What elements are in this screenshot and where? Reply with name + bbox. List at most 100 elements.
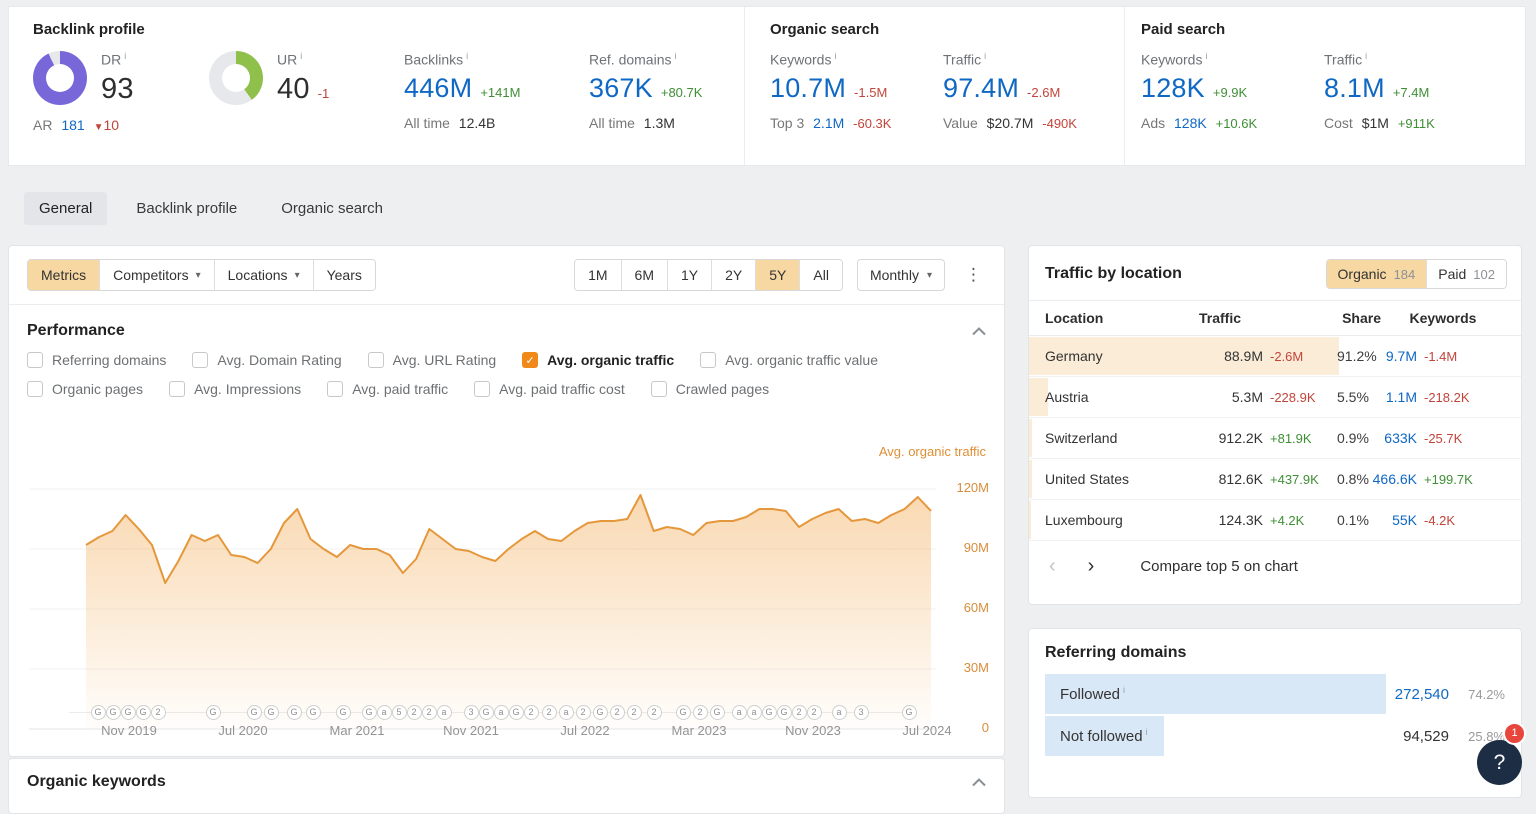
google-update-marker[interactable]: 2 xyxy=(647,705,662,720)
google-update-marker[interactable]: G xyxy=(762,705,777,720)
google-update-marker[interactable]: 2 xyxy=(407,705,422,720)
google-update-marker[interactable]: G xyxy=(479,705,494,720)
google-update-marker[interactable]: G xyxy=(362,705,377,720)
info-icon[interactable]: i xyxy=(300,51,302,61)
google-update-marker[interactable]: G xyxy=(106,705,121,720)
collapse-chevron-icon[interactable] xyxy=(972,327,986,336)
compare-top5-button[interactable]: Compare top 5 on chart xyxy=(1140,558,1298,575)
checkbox-icon[interactable] xyxy=(169,381,185,397)
google-update-marker[interactable]: a xyxy=(494,705,509,720)
metric-checkbox-avg-url-rating[interactable]: Avg. URL Rating xyxy=(368,352,497,368)
info-icon[interactable]: i xyxy=(834,51,836,61)
google-update-marker[interactable]: 2 xyxy=(524,705,539,720)
info-icon[interactable]: i xyxy=(466,51,468,61)
google-update-marker[interactable]: G xyxy=(91,705,106,720)
info-icon[interactable]: i xyxy=(1146,727,1148,737)
help-button[interactable]: ? xyxy=(1477,740,1522,785)
google-update-marker[interactable]: 5 xyxy=(392,705,407,720)
range-2y[interactable]: 2Y xyxy=(711,260,755,290)
metric-label: Crawled pages xyxy=(676,381,769,397)
tab-general[interactable]: General xyxy=(24,192,107,225)
google-update-marker[interactable]: 3 xyxy=(854,705,869,720)
checkbox-icon[interactable] xyxy=(368,352,384,368)
google-update-marker[interactable]: G xyxy=(206,705,221,720)
google-update-marker[interactable]: 2 xyxy=(422,705,437,720)
google-update-marker[interactable]: a xyxy=(377,705,392,720)
google-update-marker[interactable]: 2 xyxy=(792,705,807,720)
google-update-marker[interactable]: 2 xyxy=(693,705,708,720)
more-options-icon[interactable]: ⋮ xyxy=(959,265,988,285)
info-icon[interactable]: i xyxy=(1205,51,1207,61)
metrics-button[interactable]: Metrics xyxy=(28,260,99,290)
google-update-marker[interactable]: G xyxy=(676,705,691,720)
prev-page-icon[interactable]: ‹ xyxy=(1045,556,1060,576)
next-page-icon[interactable]: › xyxy=(1084,556,1099,576)
tab-organic-search[interactable]: Organic search xyxy=(266,192,398,225)
info-icon[interactable]: i xyxy=(674,51,676,61)
metric-checkbox-avg-domain-rating[interactable]: Avg. Domain Rating xyxy=(192,352,341,368)
range-1y[interactable]: 1Y xyxy=(667,260,711,290)
checkbox-icon[interactable] xyxy=(27,381,43,397)
google-update-marker[interactable]: 2 xyxy=(576,705,591,720)
info-icon[interactable]: i xyxy=(124,51,126,61)
google-update-marker[interactable]: 2 xyxy=(627,705,642,720)
checkbox-icon[interactable] xyxy=(192,352,208,368)
ref-domains-alltime: All time 1.3M xyxy=(589,115,702,131)
google-update-marker[interactable]: a xyxy=(732,705,747,720)
checkbox-icon[interactable] xyxy=(700,352,716,368)
google-update-marker[interactable]: G xyxy=(509,705,524,720)
locations-dropdown[interactable]: Locations▾ xyxy=(214,260,313,290)
google-update-marker[interactable]: G xyxy=(593,705,608,720)
info-icon[interactable]: i xyxy=(1123,685,1125,695)
dr-donut-chart xyxy=(33,51,87,105)
google-update-marker[interactable]: G xyxy=(306,705,321,720)
tab-backlink-profile[interactable]: Backlink profile xyxy=(121,192,252,225)
google-update-marker[interactable]: G xyxy=(136,705,151,720)
checkbox-icon[interactable] xyxy=(651,381,667,397)
google-update-marker[interactable]: G xyxy=(777,705,792,720)
metric-checkbox-avg-organic-traffic-value[interactable]: Avg. organic traffic value xyxy=(700,352,878,368)
interval-dropdown[interactable]: Monthly▾ xyxy=(857,259,945,291)
google-update-marker[interactable]: G xyxy=(710,705,725,720)
metric-checkbox-avg-organic-traffic[interactable]: ✓Avg. organic traffic xyxy=(522,352,674,368)
range-1m[interactable]: 1M xyxy=(575,260,620,290)
google-update-marker[interactable]: 3 xyxy=(464,705,479,720)
competitors-dropdown[interactable]: Competitors▾ xyxy=(99,260,214,290)
metric-checkbox-referring-domains[interactable]: Referring domains xyxy=(27,352,166,368)
google-update-marker[interactable]: 2 xyxy=(610,705,625,720)
checkbox-icon[interactable] xyxy=(27,352,43,368)
google-update-marker[interactable]: a xyxy=(747,705,762,720)
metric-label: Keywords xyxy=(1141,52,1202,68)
checkbox-icon[interactable] xyxy=(327,381,343,397)
google-update-marker[interactable]: G xyxy=(121,705,136,720)
google-update-marker[interactable]: G xyxy=(247,705,262,720)
google-update-marker[interactable]: G xyxy=(336,705,351,720)
metric-checkbox-organic-pages[interactable]: Organic pages xyxy=(27,381,143,397)
google-update-marker[interactable]: a xyxy=(559,705,574,720)
range-all[interactable]: All xyxy=(799,260,842,290)
google-update-marker[interactable]: a xyxy=(437,705,452,720)
google-update-marker[interactable]: a xyxy=(832,705,847,720)
collapse-chevron-icon[interactable] xyxy=(972,778,986,787)
metric-checkbox-crawled-pages[interactable]: Crawled pages xyxy=(651,381,769,397)
google-update-marker[interactable]: G xyxy=(902,705,917,720)
years-button[interactable]: Years xyxy=(313,260,375,290)
checkbox-checked-icon[interactable]: ✓ xyxy=(522,352,538,368)
info-icon[interactable]: i xyxy=(1365,51,1367,61)
google-update-marker[interactable]: 2 xyxy=(807,705,822,720)
google-update-marker[interactable]: 2 xyxy=(542,705,557,720)
google-update-marker[interactable]: G xyxy=(287,705,302,720)
range-6m[interactable]: 6M xyxy=(621,260,667,290)
google-update-marker[interactable]: G xyxy=(264,705,279,720)
traffic-value: 812.6K xyxy=(1199,471,1263,487)
info-icon[interactable]: i xyxy=(984,51,986,61)
metric-checkbox-avg-paid-traffic[interactable]: Avg. paid traffic xyxy=(327,381,448,397)
checkbox-icon[interactable] xyxy=(474,381,490,397)
metric-checkbox-avg-impressions[interactable]: Avg. Impressions xyxy=(169,381,301,397)
metric-checkbox-avg-paid-traffic-cost[interactable]: Avg. paid traffic cost xyxy=(474,381,625,397)
google-update-marker[interactable]: 2 xyxy=(151,705,166,720)
range-5y[interactable]: 5Y xyxy=(755,260,799,290)
